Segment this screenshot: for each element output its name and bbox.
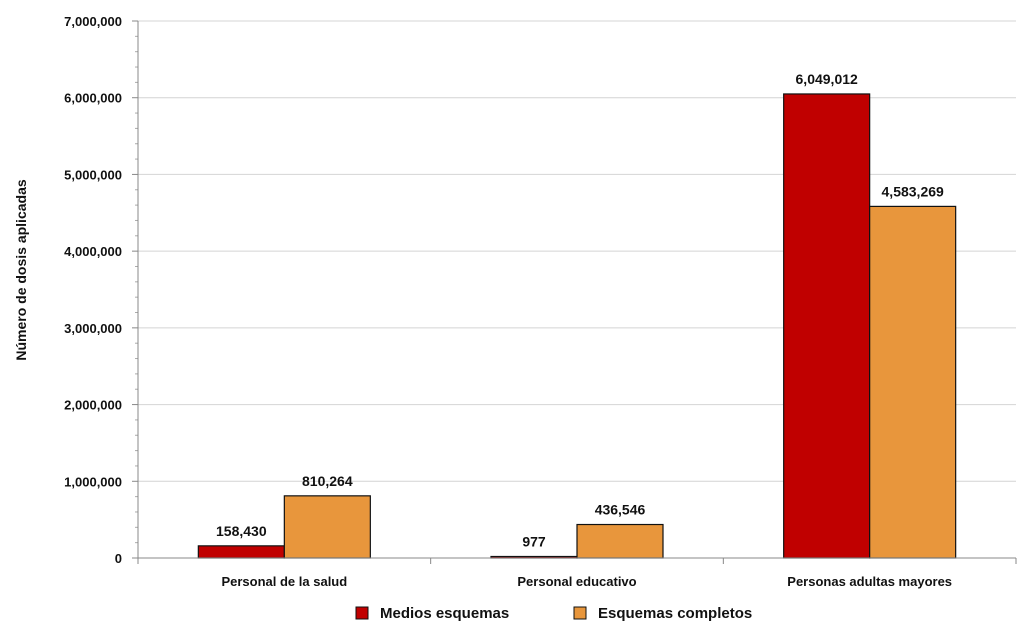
- y-axis-title: Número de dosis aplicadas: [13, 179, 29, 360]
- gridlines: [138, 20, 1016, 482]
- bars: [197, 93, 957, 559]
- x-category-label: Personal educativo: [517, 574, 636, 589]
- x-axis: Personal de la salud Personal educativo Pe…: [137, 557, 1017, 589]
- legend: Medios esquemas Esquemas completos: [355, 605, 752, 622]
- data-label: 6,049,012: [796, 71, 858, 87]
- y-tick-label: 2,000,000: [64, 398, 122, 413]
- data-label: 4,583,269: [882, 183, 944, 199]
- data-labels: 158,430 810,264 977 436,546 6,049,012 4,583,2…: [216, 71, 944, 550]
- bar: [576, 523, 664, 559]
- bar: [197, 545, 285, 559]
- bar: [783, 93, 871, 559]
- y-tick-label: 4,000,000: [64, 244, 122, 259]
- x-category-label: Personal de la salud: [221, 574, 347, 589]
- legend-swatch: [355, 606, 369, 620]
- y-tick-label: 6,000,000: [64, 91, 122, 106]
- data-label: 977: [522, 534, 546, 550]
- data-label: 158,430: [216, 523, 267, 539]
- y-tick-label: 7,000,000: [64, 14, 122, 29]
- bar: [283, 495, 371, 559]
- y-tick-label: 0: [115, 551, 122, 566]
- legend-label: Esquemas completos: [598, 605, 752, 622]
- legend-label: Medios esquemas: [380, 605, 509, 622]
- y-tick-label: 1,000,000: [64, 474, 122, 489]
- bar: [869, 205, 957, 559]
- y-tick-label: 5,000,000: [64, 167, 122, 182]
- data-label: 436,546: [595, 502, 646, 518]
- y-tick-label: 3,000,000: [64, 321, 122, 336]
- x-category-label: Personas adultas mayores: [787, 574, 952, 589]
- data-label: 810,264: [302, 473, 353, 489]
- y-axis: 0 1,000,000 2,000,000 3,000,000 4,000,000 5,0…: [64, 14, 139, 566]
- legend-swatch: [573, 606, 587, 620]
